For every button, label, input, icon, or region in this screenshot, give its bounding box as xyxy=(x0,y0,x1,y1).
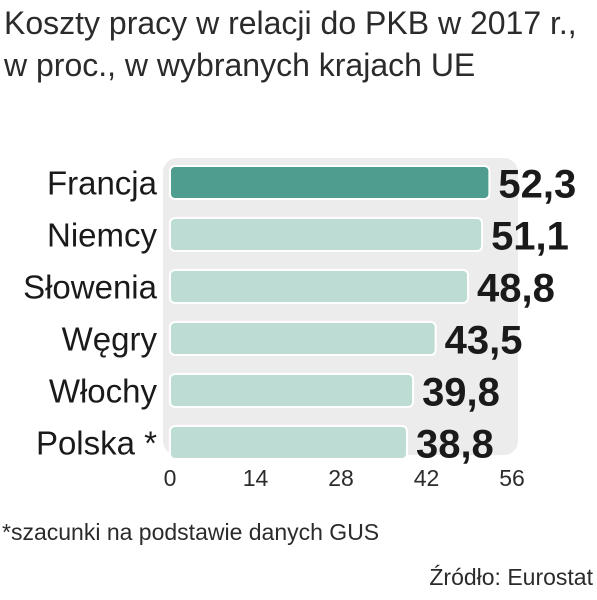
category-label: Włochy xyxy=(49,373,158,410)
x-tick-label: 0 xyxy=(164,465,177,491)
value-label: 51,1 xyxy=(491,215,569,259)
chart-title: Koszty pracy w relacji do PKB w 2017 r.,… xyxy=(4,5,577,83)
category-label: Francja xyxy=(47,165,158,202)
value-label: 38,8 xyxy=(416,423,494,467)
bar xyxy=(169,425,408,460)
value-label: 39,8 xyxy=(422,371,500,415)
x-tick-label: 14 xyxy=(243,465,269,491)
bar xyxy=(169,165,491,200)
category-label: Węgry xyxy=(62,321,158,358)
x-tick-label: 56 xyxy=(499,465,525,491)
value-label: 52,3 xyxy=(498,163,576,207)
bar xyxy=(169,217,484,252)
category-label: Słowenia xyxy=(23,269,158,306)
bar-chart: Francja 52,3 Niemcy 51,1 Słowenia 48,8 Węgry 43… xyxy=(23,158,576,491)
value-label: 43,5 xyxy=(445,319,523,363)
category-label: Niemcy xyxy=(47,217,158,254)
x-tick-label: 42 xyxy=(414,465,440,491)
bar xyxy=(169,373,415,408)
value-label: 48,8 xyxy=(477,267,555,311)
bar xyxy=(169,269,470,304)
bar xyxy=(169,321,437,356)
category-label: Polska * xyxy=(36,425,157,462)
x-tick-label: 28 xyxy=(328,465,354,491)
footnote: *szacunki na podstawie danych GUS xyxy=(2,519,380,545)
source-note: Źródło: Eurostat xyxy=(429,564,593,590)
